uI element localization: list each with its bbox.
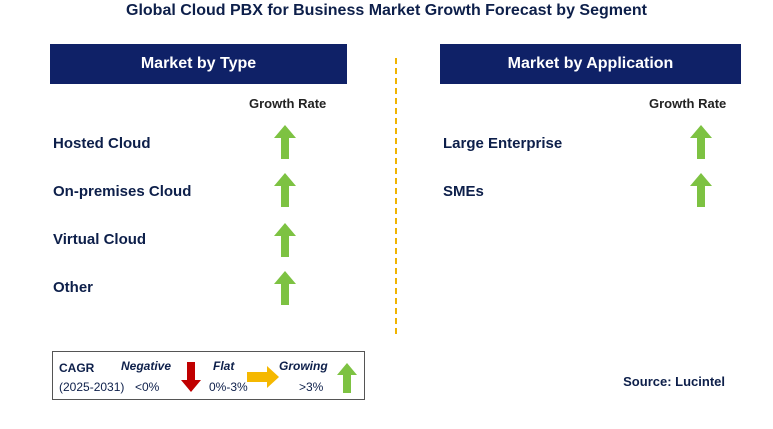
green-up-arrow-icon — [337, 363, 357, 393]
market-by-application-header-label: Market by Application — [507, 55, 674, 72]
green-up-arrow-icon — [274, 223, 296, 257]
legend-flat-label: Flat — [213, 359, 235, 373]
market-by-type-header: Market by Type — [50, 44, 347, 84]
green-up-arrow-icon — [690, 173, 712, 207]
page-title: Global Cloud PBX for Business Market Gro… — [126, 2, 647, 19]
right-growth-rate-label: Growth Rate — [649, 96, 727, 111]
type-item-hosted-cloud: Hosted Cloud — [53, 135, 151, 152]
left-growth-rate-label: Growth Rate — [249, 96, 327, 111]
legend-negative-label: Negative — [121, 359, 172, 373]
green-up-arrow-icon — [690, 125, 712, 159]
cagr-legend: CAGR (2025-2031) Negative <0% Flat 0%-3%… — [52, 351, 365, 400]
type-item-on-premises-cloud: On-premises Cloud — [53, 183, 192, 200]
type-item-virtual-cloud: Virtual Cloud — [53, 231, 147, 248]
green-up-arrow-icon — [274, 173, 296, 207]
green-up-arrow-icon — [274, 125, 296, 159]
yellow-right-arrow-icon — [247, 366, 279, 388]
application-item-large-enterprise: Large Enterprise — [443, 135, 563, 152]
legend-negative-range: <0% — [135, 380, 160, 394]
source-note: Source: Lucintel — [623, 374, 725, 389]
panel-divider — [395, 58, 397, 334]
green-up-arrow-icon — [274, 271, 296, 305]
legend-period: (2025-2031) — [59, 380, 125, 394]
legend-flat-range: 0%-3% — [209, 380, 248, 394]
market-by-application-header: Market by Application — [440, 44, 741, 84]
legend-growing-label: Growing — [279, 359, 328, 373]
application-item-smes: SMEs — [443, 183, 484, 200]
market-by-type-header-label: Market by Type — [140, 55, 257, 72]
red-down-arrow-icon — [181, 362, 201, 392]
type-item-other: Other — [53, 279, 94, 296]
legend-growing-range: >3% — [299, 380, 324, 394]
legend-cagr-label: CAGR — [59, 361, 95, 375]
